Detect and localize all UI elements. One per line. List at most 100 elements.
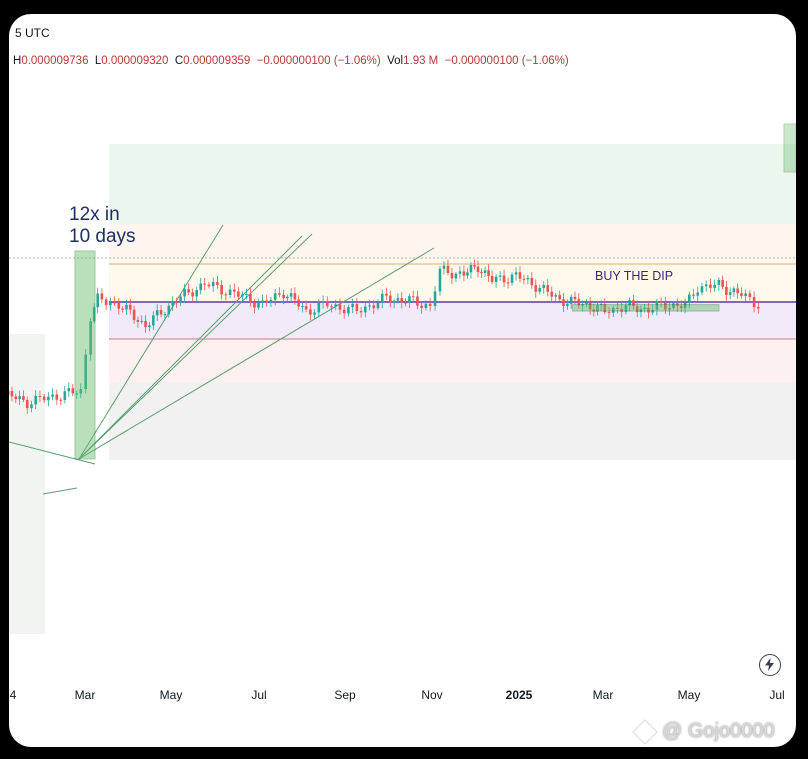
watermark: @ Gojo0000 — [632, 718, 775, 745]
candle-body — [522, 278, 526, 280]
candle-body — [411, 296, 415, 298]
candle-body — [273, 293, 277, 300]
candle-body — [728, 292, 732, 295]
candle-body — [163, 314, 167, 316]
candle-body — [364, 306, 367, 313]
candle-body — [175, 302, 178, 304]
candle-body — [655, 301, 659, 310]
x-tick-label: Sep — [334, 688, 356, 702]
upper-green-band — [109, 144, 796, 224]
candle-body — [265, 300, 269, 303]
candle-body — [293, 293, 297, 300]
candle-body — [490, 275, 494, 283]
candle-body — [542, 285, 546, 289]
candle-body — [709, 284, 712, 288]
candle-body — [278, 293, 281, 295]
candle-body — [25, 399, 29, 409]
candle-body — [249, 294, 252, 303]
candle-body — [30, 404, 33, 409]
candle-body — [171, 302, 174, 306]
candle-body — [717, 279, 721, 285]
candle-body — [603, 304, 607, 313]
candle-body — [121, 308, 124, 310]
candle-body — [744, 293, 747, 297]
candle-body — [581, 304, 584, 306]
candle-body — [651, 309, 654, 313]
candle-body — [687, 294, 691, 303]
lightning-icon[interactable] — [759, 654, 781, 676]
candle-body — [203, 283, 207, 285]
candle-body — [304, 306, 308, 310]
candle-body — [257, 302, 260, 308]
candle-body — [136, 319, 140, 322]
candle-body — [330, 306, 333, 308]
candle-body — [498, 275, 502, 277]
high-value: 0.000009736 — [21, 55, 89, 67]
candle-body — [454, 273, 458, 279]
candle-body — [338, 304, 342, 310]
price-chart[interactable] — [9, 14, 796, 747]
candle-body — [704, 284, 708, 287]
candle-body — [577, 299, 581, 306]
candle-body — [42, 396, 46, 401]
candle-body — [396, 298, 400, 301]
candle-body — [113, 302, 116, 304]
candle-body — [317, 302, 321, 313]
candle-body — [220, 284, 223, 295]
candle-body — [506, 282, 510, 284]
candle-body — [109, 302, 112, 306]
candle-body — [494, 276, 498, 283]
candle-body — [732, 288, 736, 293]
candle-body — [599, 304, 603, 306]
candle-body — [736, 288, 739, 294]
candle-body — [18, 396, 21, 400]
candle-body — [480, 272, 483, 274]
candle-body — [183, 289, 186, 297]
close-value: 0.000009359 — [183, 55, 251, 67]
fan-line-3 — [78, 233, 313, 460]
candle-body — [725, 286, 728, 295]
candle-body — [286, 296, 289, 299]
upper-orange-band — [109, 224, 796, 259]
candle-body — [530, 277, 534, 286]
candle-body — [211, 281, 215, 287]
candle-body — [679, 305, 683, 309]
candle-body — [400, 298, 404, 303]
candle-body — [616, 307, 619, 309]
low-value: 0.000009320 — [101, 55, 169, 67]
candle-body — [534, 285, 538, 292]
pump-annotation-line2: 10 days — [69, 226, 136, 247]
candle-body — [224, 294, 228, 296]
candle-body — [104, 299, 108, 306]
candle-body — [237, 291, 240, 297]
candle-body — [554, 295, 558, 297]
candle-body — [207, 284, 211, 287]
chart-frame: 5 UTC H0.000009736 L0.000009320 C0.00000… — [9, 14, 796, 747]
candle-body — [253, 302, 256, 308]
candle-body — [159, 310, 163, 315]
chart-timezone: 5 UTC — [15, 26, 50, 40]
binance-diamond-icon — [632, 718, 658, 745]
candle-body — [450, 272, 454, 279]
candle-body — [672, 303, 675, 308]
x-tick-label: May — [677, 688, 701, 702]
candle-body — [289, 293, 293, 297]
candle-body — [385, 293, 388, 296]
candle-body — [388, 295, 392, 303]
candle-body — [546, 285, 550, 292]
candle-body — [14, 396, 18, 400]
candle-body — [558, 295, 562, 300]
candle-body — [63, 391, 67, 401]
candle-body — [179, 296, 182, 303]
candle-body — [368, 305, 371, 307]
candle-body — [195, 290, 198, 297]
candle-body — [301, 306, 304, 308]
candle-body — [446, 265, 450, 273]
candle-body — [510, 274, 514, 283]
candle-body — [117, 302, 121, 309]
candle-body — [342, 309, 346, 314]
candle-body — [624, 305, 628, 312]
ohlc-readout: H0.000009736 L0.000009320 C0.000009359 −… — [13, 55, 569, 67]
fan-line-4 — [78, 247, 435, 460]
candle-body — [748, 293, 752, 298]
